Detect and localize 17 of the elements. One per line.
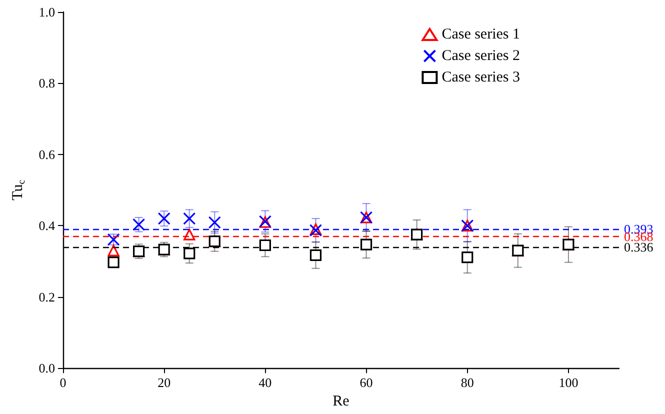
y-tick-label: 0.6 xyxy=(38,146,56,162)
y-tick-label: 0.8 xyxy=(38,76,55,91)
x-tick-label: 100 xyxy=(558,375,578,390)
legend-label: Case series 2 xyxy=(442,48,520,64)
y-tick-label: 0.4 xyxy=(38,218,56,234)
y-tick-label: 0.2 xyxy=(38,289,55,304)
y-tick-label: 1.0 xyxy=(38,4,55,20)
legend-label: Case series 1 xyxy=(442,26,520,42)
x-tick-label: 40 xyxy=(258,375,272,390)
legend-label: Case series 3 xyxy=(442,70,520,86)
x-tick-label: 60 xyxy=(360,375,373,390)
y-tick-label: 0.0 xyxy=(38,360,55,376)
x-tick-label: 80 xyxy=(460,375,474,390)
y-axis-title: Tuc xyxy=(10,179,28,200)
x-axis-title: Re xyxy=(332,394,350,410)
x-tick-label: 0 xyxy=(60,375,66,390)
x-tick-label: 20 xyxy=(158,375,171,390)
